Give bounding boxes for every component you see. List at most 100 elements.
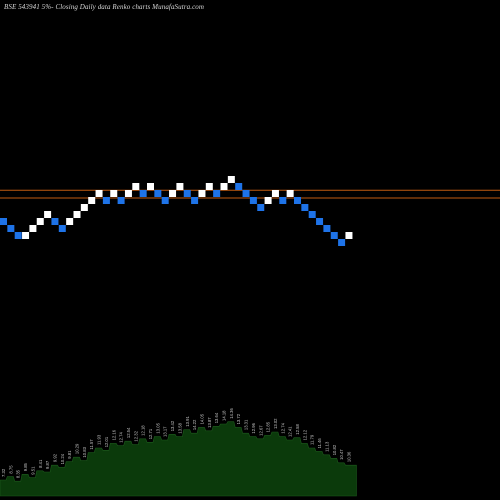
renko-brick-up [227,176,235,183]
renko-brick-down [294,197,301,204]
renko-brick-down [14,232,22,239]
volume-label: 10.83 [82,446,87,457]
renko-brick-up [44,211,52,218]
renko-brick-up [95,190,103,197]
renko-brick-up [147,183,154,190]
renko-brick-up [80,204,88,211]
volume-label: 13.42 [170,420,175,431]
volume-label: 9.92 [52,453,57,462]
renko-brick-down [183,190,191,197]
volume-label: 13.05 [155,422,160,433]
renko-brick-down [323,225,331,232]
renko-brick-down [117,197,125,204]
volume-label: 10.47 [339,449,344,460]
renko-brick-down [0,218,7,225]
volume-label: 12.54 [126,427,131,438]
renko-brick-down [58,225,66,232]
volume-label: 12.74 [280,422,285,433]
volume-area [0,421,357,497]
volume-label: 14.18 [222,410,227,421]
renko-brick-up [124,190,132,197]
renko-brick-down [154,190,162,197]
volume-label: 8.35 [16,469,21,478]
volume-label: 12.74 [119,432,124,443]
renko-brick-up [271,190,279,197]
volume-label: 11.46 [317,438,322,449]
volume-label: 9.87 [45,460,50,469]
volume-label: 9.81 [67,450,72,459]
renko-brick-down [308,211,316,218]
volume-label: 11.57 [89,439,94,450]
volume-label: 10.82 [332,444,337,455]
renko-brick-down [257,204,265,211]
volume-label: 12.67 [258,425,263,436]
renko-brick-up [176,183,184,190]
volume-label: 14.05 [199,413,204,424]
renko-brick-down [161,197,169,204]
renko-brick-down [279,197,287,204]
volume-label: 12.16 [111,429,116,440]
volume-label: 14.36 [229,408,234,419]
renko-brick-up [36,218,44,225]
volume-label: 8.41 [38,459,43,468]
renko-brick-down [249,197,257,204]
renko-brick-up [110,190,118,197]
volume-label: 13.02 [273,418,278,429]
volume-label: 8.75 [8,465,13,474]
renko-brick-down [213,190,221,197]
volume-label: 14.22 [192,419,197,430]
volume-label: 9.51 [30,466,35,475]
volume-label: 10.24 [60,453,65,464]
renko-brick-up [198,190,206,197]
renko-brick-up [29,225,37,232]
volume-label: 13.91 [185,416,190,427]
volume-label: 12.01 [104,436,109,447]
renko-brick-up [73,211,81,218]
renko-brick-down [51,218,59,225]
volume-label: 12.85 [266,421,271,432]
volume-label: 13.58 [177,422,182,433]
volume-label: 9.85 [23,462,28,471]
renko-brick-down [235,183,243,190]
renko-brick-down [338,239,346,246]
renko-brick-up [169,190,177,197]
volume-label: 13.17 [163,426,168,437]
volume-label: 12.41 [288,426,293,437]
renko-bricks [0,176,353,246]
renko-brick-up [205,183,213,190]
renko-brick-down [102,197,110,204]
renko-brick-up [88,197,96,204]
renko-brick-down [139,190,147,197]
chart-title: BSE 543941 5%- Closing Daily data Renko … [4,3,205,11]
renko-brick-down [242,190,250,197]
volume-label: 12.18 [141,425,146,436]
renko-brick-up [132,183,140,190]
renko-brick-up [22,232,30,239]
volume-label: 7.32 [1,468,6,477]
volume-labels: 7.32 8.758.359.85 9.518.41 9.879.92 10.24 9.8… [1,408,351,479]
volume-label: 13.31 [244,419,249,430]
renko-brick-up [345,232,353,239]
volume-label: 12.32 [133,430,138,441]
renko-brick-down [301,204,309,211]
volume-area-path [0,421,357,497]
volume-label: 11.93 [97,434,102,445]
volume-label: 12.96 [251,422,256,433]
volume-label: 13.64 [214,412,219,423]
volume-label: 13.72 [236,413,241,424]
renko-brick-down [191,197,199,204]
volume-label: 11.79 [310,434,315,445]
renko-brick-up [286,190,294,197]
renko-brick-up [220,183,228,190]
renko-brick-up [66,218,74,225]
volume-label: 11.13 [324,441,329,452]
renko-brick-down [7,225,15,232]
renko-brick-up [264,197,272,204]
volume-label: 12.12 [302,429,307,440]
volume-label: 13.87 [207,417,212,428]
volume-label: 12.58 [295,424,300,435]
renko-brick-down [330,232,338,239]
renko-brick-down [316,218,324,225]
